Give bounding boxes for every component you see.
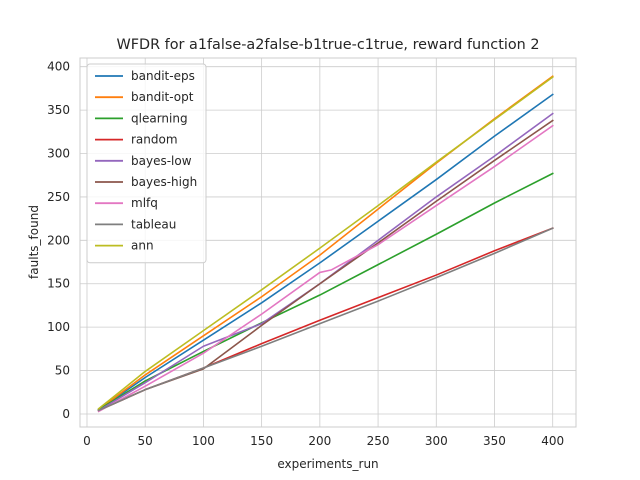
y-tick-label: 50	[55, 364, 70, 378]
legend: bandit-eps bandit-opt qlearning random bayes…	[86, 63, 207, 264]
x-tick-label: 50	[138, 434, 153, 448]
legend-label-bandit-eps: bandit-eps	[131, 69, 195, 83]
x-tick-label: 150	[250, 434, 273, 448]
chart-title: WFDR for a1false-a2false-b1true-c1true, …	[116, 37, 539, 53]
legend-label-qlearning: qlearning	[131, 111, 188, 125]
x-tick-label: 300	[425, 434, 448, 448]
y-tick-label: 400	[47, 60, 70, 74]
legend-label-mlfq: mlfq	[131, 196, 158, 210]
series-line-ann	[97, 75, 554, 410]
series-lines	[97, 75, 554, 413]
y-tick-label: 0	[62, 407, 70, 421]
series-line-tableau	[97, 227, 554, 412]
x-tick-label: 350	[483, 434, 506, 448]
legend-label-bayes-high: bayes-high	[131, 175, 197, 189]
y-tick-label: 100	[47, 320, 70, 334]
y-tick-labels: 0 50 100 150 200 250 300 350 400	[47, 60, 70, 421]
y-tick-label: 250	[47, 190, 70, 204]
legend-label-ann: ann	[131, 239, 154, 253]
series-line-bandit-eps	[97, 93, 554, 411]
x-tick-label: 100	[192, 434, 215, 448]
x-tick-label: 200	[308, 434, 331, 448]
plot-border	[79, 57, 577, 428]
legend-label-bayes-low: bayes-low	[131, 154, 192, 168]
plot-frame	[79, 57, 577, 428]
x-tick-label: 250	[367, 434, 390, 448]
y-axis-label: faults_found	[27, 205, 41, 279]
x-axis-label: experiments_run	[277, 457, 378, 471]
y-tick-label: 300	[47, 147, 70, 161]
legend-label-random: random	[131, 133, 178, 147]
series-line-mlfq	[97, 124, 554, 413]
y-tick-label: 150	[47, 277, 70, 291]
legend-label-tableau: tableau	[131, 217, 176, 231]
legend-box	[86, 63, 207, 264]
x-tick-label: 400	[541, 434, 564, 448]
x-tick-labels: 0 50 100 150 200 250 300 350 400	[83, 434, 564, 448]
legend-label-bandit-opt: bandit-opt	[131, 90, 194, 104]
x-tick-label: 0	[83, 434, 91, 448]
y-tick-label: 200	[47, 233, 70, 247]
y-tick-label: 350	[47, 103, 70, 117]
